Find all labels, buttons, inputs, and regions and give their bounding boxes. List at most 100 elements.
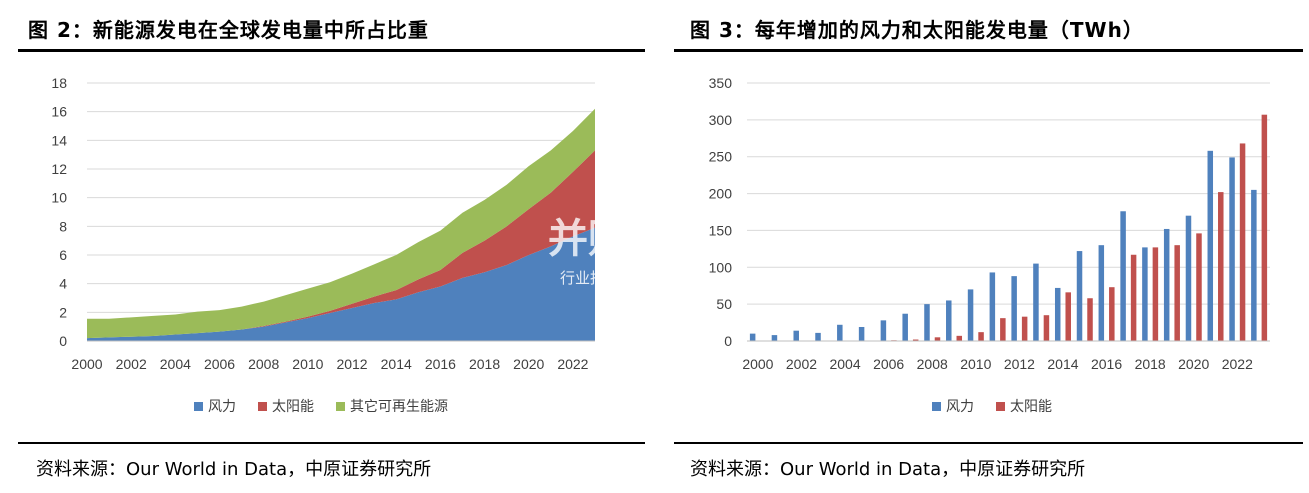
x-tick-label: 2010 <box>960 356 991 372</box>
y-tick-label: 250 <box>709 149 733 165</box>
bar-风力-2000 <box>749 333 756 341</box>
x-tick-label: 2000 <box>71 356 102 372</box>
x-tick-label: 2006 <box>873 356 904 372</box>
bar-风力-2015 <box>1076 251 1083 341</box>
bar-chart: 0 50 100 150 200 250 300 350 2000 2002 2004 2006 200… <box>709 75 1270 415</box>
bar-风力-2002 <box>793 330 799 341</box>
bar-太阳能-2010 <box>978 332 984 341</box>
y-tick-label: 100 <box>709 259 733 275</box>
bar-太阳能-2021 <box>1218 192 1224 341</box>
bar-太阳能-2016 <box>1109 287 1115 341</box>
x-tick-label: 2008 <box>248 356 279 372</box>
bar-风力-2011 <box>989 272 996 341</box>
x-tick-label: 2022 <box>1222 356 1253 372</box>
x-tick-label: 2018 <box>1135 356 1166 372</box>
figure-2-panel: 图 2：新能源发电在全球发电量中所占比重 0 2 4 6 8 10 12 14 16 18 2000… <box>18 18 645 480</box>
figure-3-title: 图 3：每年增加的风力和太阳能发电量（TWh） <box>690 18 1144 42</box>
figure-2-bottom-rule <box>18 442 645 444</box>
bar-太阳能-2022 <box>1239 143 1246 341</box>
bar-太阳能-2009 <box>956 335 963 341</box>
x-tick-label: 2000 <box>742 356 773 372</box>
bar-风力-2014 <box>1054 287 1061 341</box>
area-series-风力 <box>87 227 595 341</box>
bar-风力-2012 <box>1011 276 1017 341</box>
x-tick-label: 2014 <box>1047 356 1078 372</box>
bar-风力-2010 <box>967 289 974 341</box>
bar-太阳能-2020 <box>1196 233 1202 341</box>
bar-风力-2021 <box>1207 150 1214 341</box>
area-series-太阳能 <box>87 150 595 339</box>
x-tick-label: 2016 <box>425 356 456 372</box>
legend-swatch-风力 <box>932 402 941 411</box>
bar-风力-2022 <box>1229 157 1235 341</box>
x-tick-label: 2012 <box>1004 356 1035 372</box>
figure-2-title: 图 2：新能源发电在全球发电量中所占比重 <box>28 18 429 42</box>
y-tick-label: 6 <box>59 247 67 263</box>
bar-风力-2007 <box>902 313 908 341</box>
bar-太阳能-2011 <box>1000 318 1006 341</box>
bar-太阳能-2008 <box>934 337 941 341</box>
y-tick-label: 14 <box>51 132 67 148</box>
figure-2-top-rule <box>18 49 645 52</box>
watermark-subtext: 行业报告 IPOIPO.CN <box>560 269 701 287</box>
bar-风力-2020 <box>1185 215 1192 341</box>
bar-风力-2018 <box>1142 247 1148 341</box>
bar-太阳能-2007 <box>912 339 919 341</box>
area-series-其它可再生能源 <box>87 108 595 339</box>
legend-swatch-太阳能 <box>996 402 1005 411</box>
x-tick-label: 2004 <box>160 356 191 372</box>
y-tick-label: 350 <box>709 75 733 91</box>
bar-风力-2016 <box>1098 245 1105 341</box>
x-tick-label: 2004 <box>829 356 860 372</box>
bar-风力-2005 <box>858 326 865 341</box>
bar-风力-2003 <box>815 332 821 341</box>
x-tick-label: 2014 <box>381 356 412 372</box>
x-tick-label: 2006 <box>204 356 235 372</box>
y-tick-label: 8 <box>59 218 67 234</box>
x-tick-label: 2018 <box>469 356 500 372</box>
y-tick-label: 200 <box>709 186 733 202</box>
bar-太阳能-2013 <box>1043 315 1050 341</box>
bar-风力-2013 <box>1033 263 1039 341</box>
bar-太阳能-2014 <box>1065 292 1071 341</box>
legend-label: 太阳能 <box>272 399 314 415</box>
bar-风力-2004 <box>837 324 843 341</box>
legend-swatch-风力 <box>194 402 203 411</box>
legend-label: 其它可再生能源 <box>350 398 448 415</box>
x-tick-label: 2016 <box>1091 356 1122 372</box>
figure-3-panel: 图 3：每年增加的风力和太阳能发电量（TWh） 0 50 100 150 200 250 3… <box>660 0 1309 493</box>
y-tick-label: 18 <box>51 75 67 91</box>
y-tick-label: 10 <box>51 190 67 206</box>
y-tick-label: 16 <box>51 104 67 120</box>
bar-太阳能-2015 <box>1087 298 1093 341</box>
x-tick-label: 2002 <box>786 356 817 372</box>
bar-风力-2023 <box>1251 189 1257 341</box>
bar-风力-2001 <box>771 335 778 341</box>
figure-3-bottom-rule <box>674 442 1303 444</box>
figure-3-source: 资料来源：Our World in Data，中原证券研究所 <box>690 459 1086 480</box>
x-tick-label: 2008 <box>917 356 948 372</box>
y-tick-label: 4 <box>59 276 67 292</box>
x-tick-label: 2022 <box>557 356 588 372</box>
bar-太阳能-2018 <box>1152 247 1159 341</box>
bar-太阳能-2017 <box>1130 254 1137 341</box>
figure-2-source: 资料来源：Our World in Data，中原证券研究所 <box>36 459 432 480</box>
bar-风力-2009 <box>946 300 952 341</box>
x-tick-label: 2020 <box>513 356 544 372</box>
x-tick-label: 2010 <box>292 356 323 372</box>
x-tick-label: 2002 <box>116 356 147 372</box>
legend-label: 太阳能 <box>1010 399 1052 415</box>
bar-太阳能-2012 <box>1021 316 1028 341</box>
legend-swatch-太阳能 <box>258 402 267 411</box>
y-tick-label: 12 <box>51 161 67 177</box>
y-tick-label: 300 <box>709 112 733 128</box>
figure-3-top-rule <box>674 49 1303 52</box>
bar-风力-2017 <box>1120 211 1126 341</box>
y-tick-label: 0 <box>59 333 67 349</box>
watermark-text: 并购家 <box>548 216 668 262</box>
x-tick-label: 2020 <box>1178 356 1209 372</box>
bar-风力-2008 <box>924 304 930 341</box>
bar-风力-2006 <box>880 320 887 341</box>
x-tick-label: 2012 <box>336 356 367 372</box>
bar-风力-2019 <box>1163 228 1170 341</box>
